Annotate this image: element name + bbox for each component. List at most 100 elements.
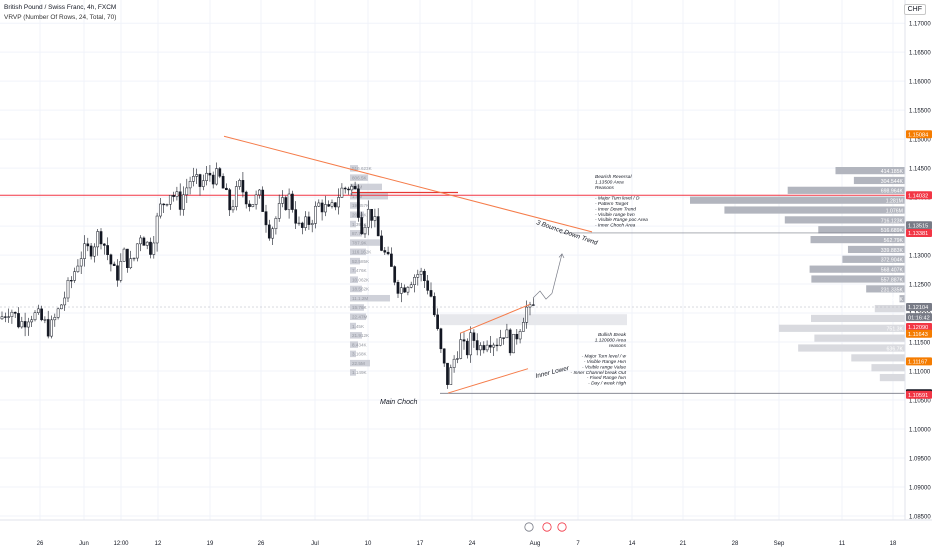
fixed-profile-label: 18.562K xyxy=(352,287,370,292)
candle-body xyxy=(152,242,156,255)
volume-profile-label: 562.79K xyxy=(884,238,904,244)
candle-body xyxy=(53,317,57,321)
candle-body xyxy=(383,250,387,253)
volume-profile-bar xyxy=(811,314,905,323)
bullish-note: 1.120000 Area xyxy=(595,337,627,343)
fixed-profile-label: 21.912K xyxy=(352,333,370,338)
candle-body xyxy=(205,172,208,181)
x-tick-label: Jul xyxy=(311,541,319,547)
candle-body xyxy=(291,193,294,210)
fixed-profile-box xyxy=(440,314,627,326)
candle-body xyxy=(436,314,439,329)
candle-body xyxy=(198,174,202,187)
x-tick-label: 17 xyxy=(417,541,424,547)
price-tag-label: 1.13515 xyxy=(908,223,928,229)
candle-body xyxy=(386,251,390,255)
bearish-note: - Major Turn level / D xyxy=(595,196,640,202)
volume-profile-bar xyxy=(842,255,905,263)
volume-profile-bar xyxy=(871,364,905,372)
candle-body xyxy=(456,358,459,360)
candle-body xyxy=(512,333,515,354)
candle-body xyxy=(36,308,40,314)
candle-body xyxy=(343,187,347,190)
candle-body xyxy=(515,333,519,340)
fixed-profile-bar xyxy=(350,294,390,302)
price-tags: 1.15084 1.14032 1.13515 1.13381 1.12104 01:16… xyxy=(906,130,932,399)
x-tick-label: 18 xyxy=(890,541,897,547)
x-tick-label: Sep xyxy=(774,541,785,547)
candle-body xyxy=(17,313,20,328)
candle-body xyxy=(324,204,327,213)
fixed-profile-label: 806.5K xyxy=(352,175,367,180)
bullish-note: Bullish Break xyxy=(598,332,627,338)
candle-body xyxy=(380,235,383,251)
candle-body xyxy=(376,216,380,237)
candle-body xyxy=(357,188,360,218)
candle-body xyxy=(462,339,466,342)
x-tick-label: 12:00 xyxy=(113,541,129,547)
candle-body xyxy=(119,261,123,281)
y-tick-label: 1.09500 xyxy=(909,456,931,462)
price-tag-label: 1.10591 xyxy=(908,393,928,399)
x-tick-label: 26 xyxy=(37,541,44,547)
candle-body xyxy=(218,168,222,177)
candle-body xyxy=(419,270,423,275)
y-tick-label: 1.15000 xyxy=(909,138,931,144)
candle-body xyxy=(281,197,284,204)
candle-body xyxy=(320,202,324,213)
candle-body xyxy=(89,245,93,257)
price-axis-bg xyxy=(905,0,932,550)
candle-body xyxy=(155,215,159,244)
candle-body xyxy=(172,195,175,197)
y-tick-label: 1.14500 xyxy=(909,167,931,173)
candle-body xyxy=(248,203,251,207)
fixed-profile-bar xyxy=(350,202,360,209)
channel-lower-line xyxy=(447,368,529,394)
candle-body xyxy=(271,228,274,239)
x-tick-label: Aug xyxy=(530,541,541,547)
indicator-legend[interactable]: VRVP (Number Of Rows, 24, Total, 70) xyxy=(4,14,117,21)
candle-body xyxy=(135,243,139,259)
candle-body xyxy=(23,321,27,328)
candle-body xyxy=(333,202,337,208)
fixed-profile-label: 116.162K xyxy=(352,250,372,255)
candle-body xyxy=(287,193,291,210)
fixed-profile-label: 516.623K xyxy=(352,166,373,171)
candle-body xyxy=(50,319,53,337)
bullish-note: - Visible Range Hvn xyxy=(584,359,627,365)
fixed-profile-label: 787.9K xyxy=(352,240,367,245)
candle-body xyxy=(244,191,248,205)
fixed-profile-bar xyxy=(350,267,356,274)
candle-body xyxy=(43,319,47,321)
volume-profile-label: 304.544K xyxy=(881,179,904,185)
x-tick-label: 10 xyxy=(365,541,372,547)
candle-body xyxy=(274,218,278,229)
candle-body xyxy=(396,282,400,294)
candle-body xyxy=(215,168,218,185)
fixed-profile-label: 87.78K xyxy=(352,231,367,236)
candle-body xyxy=(76,265,80,272)
currency-badge[interactable]: CHF xyxy=(903,4,926,15)
price-tag xyxy=(906,221,932,230)
visible-range-volume-profile: 414.185K 304.544K 698.964K 1.281M 1.076M 716.… xyxy=(690,167,905,382)
fixed-profile-bar xyxy=(350,369,356,376)
candle-body xyxy=(531,304,535,306)
price-tag-label: 1.15084 xyxy=(908,132,928,138)
candle-body xyxy=(66,280,70,299)
price-tag xyxy=(906,390,932,399)
candle-body xyxy=(195,174,199,177)
candle-body xyxy=(337,197,340,208)
candle-body xyxy=(159,203,162,217)
y-tick-label: 1.10500 xyxy=(909,399,931,405)
x-tick-label: 26 xyxy=(258,541,265,547)
price-tag xyxy=(906,228,932,237)
candle-body xyxy=(0,316,4,320)
candle-body xyxy=(258,189,261,196)
fixed-profile-bar xyxy=(350,359,370,367)
candle-body xyxy=(20,321,24,328)
price-tag-label: 01:16:42 xyxy=(908,315,930,321)
y-tick-label: 1.17000 xyxy=(909,22,931,28)
bullish-note: reasons xyxy=(609,343,627,349)
volume-profile-bar xyxy=(798,344,905,352)
